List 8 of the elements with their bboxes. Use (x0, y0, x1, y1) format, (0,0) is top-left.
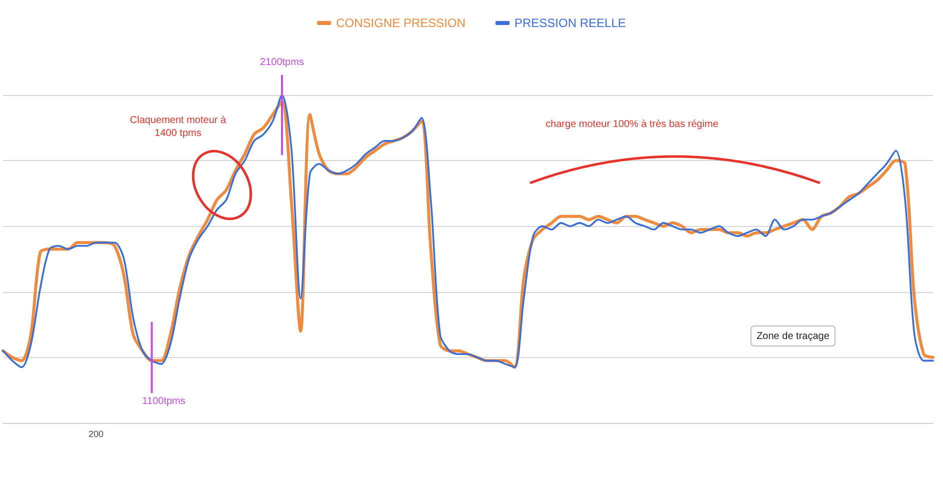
legend-label: PRESSION REELLE (514, 16, 626, 30)
annotation: Claquement moteur à 1400 tpms (130, 114, 227, 139)
annotation: Zone de traçage (756, 330, 830, 342)
annotation: 1100tpms (142, 396, 186, 407)
text: 2100tpms (260, 56, 304, 68)
legend-label: CONSIGNE PRESSION (336, 16, 466, 30)
annotation: charge moteur 100% à très bas régime (546, 118, 719, 130)
text: 200 (88, 429, 104, 440)
